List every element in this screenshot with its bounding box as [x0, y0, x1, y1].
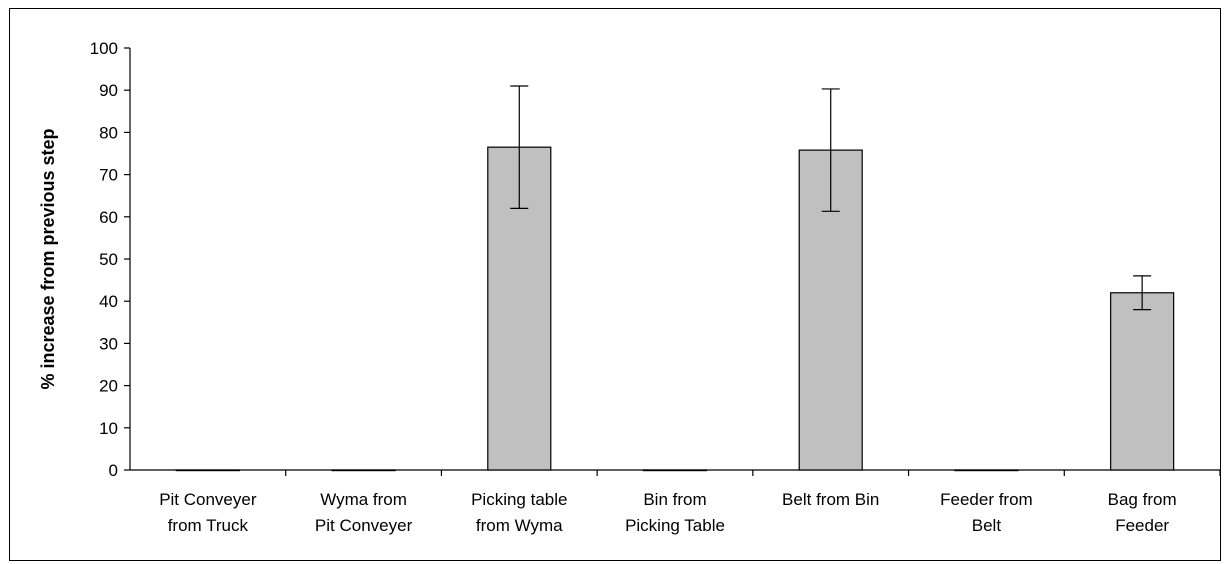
y-tick-label: 40: [99, 292, 118, 311]
bar: [331, 469, 396, 472]
category-label: Pit Conveyer: [159, 490, 257, 509]
bar: [175, 469, 240, 472]
category-label: Wyma from: [320, 490, 407, 509]
category-label: Feeder from: [940, 490, 1033, 509]
category-label: Picking Table: [625, 516, 725, 535]
y-tick-label: 20: [99, 377, 118, 396]
y-axis-title: % increase from previous step: [38, 128, 58, 389]
y-tick-label: 60: [99, 208, 118, 227]
y-tick-label: 50: [99, 250, 118, 269]
chart-frame: [9, 8, 1221, 561]
y-tick-label: 100: [90, 39, 118, 58]
y-tick-label: 70: [99, 166, 118, 185]
category-label: Bag from: [1108, 490, 1177, 509]
y-tick-label: 80: [99, 123, 118, 142]
category-label: Bin from: [643, 490, 706, 509]
y-tick-label: 30: [99, 334, 118, 353]
category-label: Belt from Bin: [782, 490, 879, 509]
category-label: from Truck: [168, 516, 249, 535]
y-tick-label: 0: [109, 461, 118, 480]
bar: [1110, 292, 1175, 471]
category-label: Belt: [972, 516, 1002, 535]
category-label: Pit Conveyer: [315, 516, 413, 535]
category-label: from Wyma: [476, 516, 563, 535]
category-label: Feeder: [1115, 516, 1169, 535]
y-tick-label: 90: [99, 81, 118, 100]
category-label: Picking table: [471, 490, 567, 509]
bar: [954, 469, 1019, 472]
bar: [642, 469, 708, 472]
y-tick-label: 10: [99, 419, 118, 438]
